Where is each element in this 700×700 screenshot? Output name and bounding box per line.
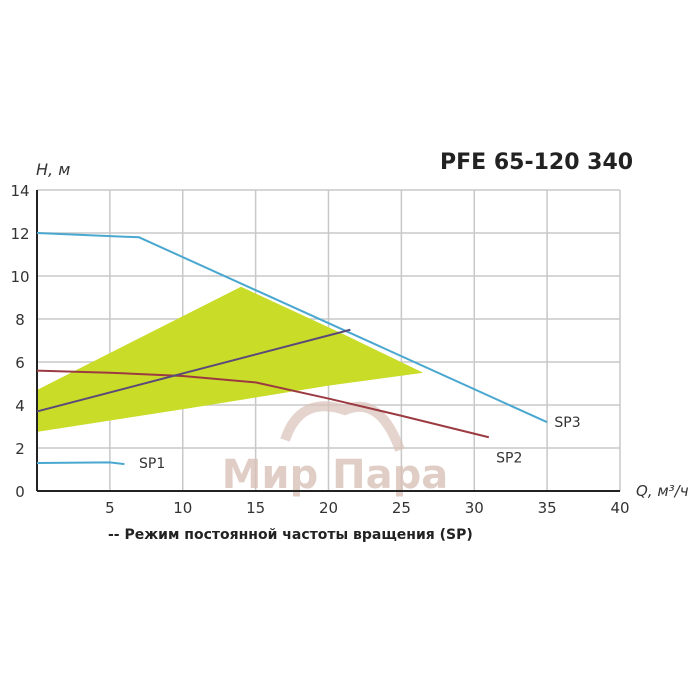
y-tick-label: 6: [15, 354, 25, 372]
x-axis-label: Q, м³/ч: [636, 482, 689, 500]
legend-text: -- Режим постоянной частоты вращения (SP…: [108, 527, 473, 543]
y-tick-label: 12: [10, 225, 29, 243]
operating-area: [37, 286, 424, 432]
series-line-sp1: [36, 461, 125, 466]
x-tick-label: 20: [319, 499, 338, 517]
series-line-system: [36, 328, 351, 413]
x-tick-label: 5: [105, 499, 115, 517]
y-tick-label: 4: [15, 397, 25, 415]
series-line-sp3: [36, 232, 548, 424]
y-tick-label: 0: [15, 483, 25, 501]
y-tick-label: 14: [10, 182, 29, 200]
x-tick-label: 15: [246, 499, 265, 517]
x-tick-label: 35: [538, 499, 557, 517]
x-tick-label: 25: [392, 499, 411, 517]
x-tick-label: 30: [465, 499, 484, 517]
series-label-sp3: SP3: [554, 415, 580, 431]
y-tick-label: 8: [15, 311, 25, 329]
y-tick-label: 2: [15, 440, 25, 458]
series-label-sp2: SP2: [496, 450, 522, 466]
watermark-logo: [280, 401, 405, 452]
x-tick-label: 10: [173, 499, 192, 517]
chart-title: PFE 65-120 340: [440, 150, 634, 175]
series-line-sp2: [36, 369, 490, 439]
series-label-sp1: SP1: [139, 456, 165, 472]
y-axis-label: H, м: [36, 160, 71, 179]
x-tick-label: 40: [610, 499, 629, 517]
y-tick-label: 10: [10, 268, 29, 286]
